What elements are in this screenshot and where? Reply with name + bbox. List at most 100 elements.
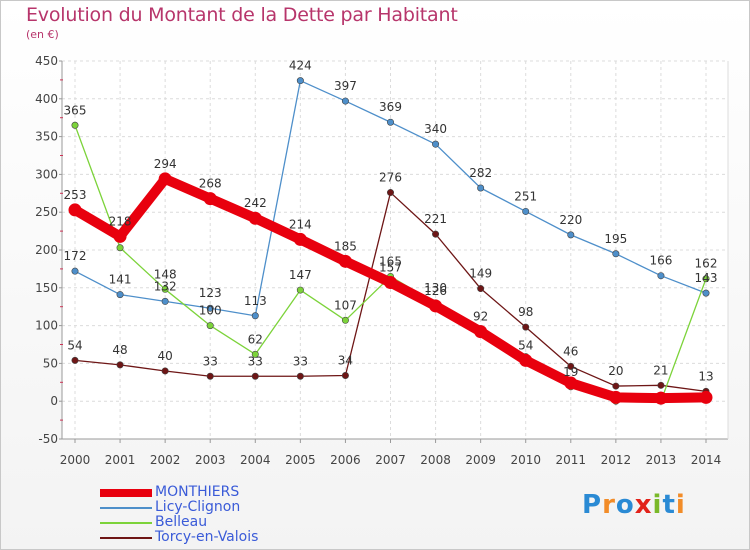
data-label: 20 (608, 364, 623, 378)
data-point (657, 272, 665, 280)
data-label: 294 (154, 157, 177, 171)
data-point (519, 353, 533, 367)
data-point (432, 230, 440, 238)
logo-letter: i (675, 490, 686, 520)
data-label: 141 (109, 273, 132, 287)
data-label: 214 (289, 217, 312, 231)
data-point (477, 285, 485, 293)
data-label: 48 (112, 343, 127, 357)
data-label: 147 (289, 268, 312, 282)
data-point (432, 140, 440, 148)
data-point (161, 367, 169, 375)
data-label: 424 (289, 59, 312, 73)
y-tick-label: 150 (35, 281, 58, 295)
data-label: 253 (64, 188, 87, 202)
y-tick-label: 400 (35, 92, 58, 106)
chart-subtitle: (en €) (26, 28, 59, 41)
x-tick-label: 2010 (510, 453, 541, 467)
data-label: 282 (469, 166, 492, 180)
data-label: 242 (244, 196, 267, 210)
data-label: 54 (67, 338, 82, 352)
data-point (522, 323, 530, 331)
x-tick-label: 2006 (330, 453, 361, 467)
data-point (203, 192, 217, 206)
data-label: 185 (334, 239, 357, 253)
data-point (206, 322, 214, 330)
data-label: 195 (604, 232, 627, 246)
data-point (296, 286, 304, 294)
data-point (612, 382, 620, 390)
data-label: 107 (334, 298, 357, 312)
data-label: 98 (518, 305, 533, 319)
data-point (206, 372, 214, 380)
y-tick-label: 100 (35, 319, 58, 333)
proxiti-logo: Proxiti (582, 490, 686, 520)
data-point (161, 297, 169, 305)
legend-swatch-monthiers (100, 489, 152, 497)
data-label: 34 (338, 353, 353, 367)
logo-letter: t (662, 490, 676, 520)
data-label: 220 (559, 213, 582, 227)
legend-swatch-torcy-en-valois (100, 537, 152, 539)
data-point (386, 189, 394, 197)
x-tick-label: 2011 (556, 453, 587, 467)
x-tick-label: 2001 (105, 453, 136, 467)
x-tick-label: 2012 (601, 453, 632, 467)
y-tick-label: 0 (50, 394, 58, 408)
legend-label-belleau: Belleau (155, 514, 208, 530)
data-point (609, 390, 623, 404)
logo-letter: i (652, 490, 663, 520)
data-point (116, 291, 124, 299)
x-tick-label: 2013 (646, 453, 677, 467)
data-label: 148 (154, 267, 177, 281)
data-label: 132 (154, 279, 177, 293)
data-point (296, 77, 304, 85)
legend-swatch-belleau (100, 522, 152, 524)
data-point (71, 267, 79, 275)
y-tick-label: 300 (35, 167, 58, 181)
data-label: 143 (695, 271, 718, 285)
legend-label-torcy-en-valois: Torcy-en-Valois (155, 529, 259, 545)
data-label: 54 (518, 338, 533, 352)
legend-label-monthiers: MONTHIERS (155, 484, 240, 500)
data-label: 149 (469, 267, 492, 281)
x-tick-label: 2002 (150, 453, 181, 467)
logo-letter: o (615, 490, 635, 520)
legend-swatch-licy-clignon (100, 507, 152, 509)
x-tick-label: 2007 (375, 453, 406, 467)
data-point (71, 121, 79, 129)
data-point (116, 244, 124, 252)
data-label: 40 (158, 349, 173, 363)
data-point (657, 381, 665, 389)
data-label: 340 (424, 122, 447, 136)
data-label: 369 (379, 100, 402, 114)
data-label: 130 (424, 281, 447, 295)
data-label: 33 (248, 354, 263, 368)
logo-letter: x (634, 490, 653, 520)
data-point (338, 254, 352, 268)
data-label: 162 (695, 257, 718, 271)
x-tick-label: 2000 (60, 453, 91, 467)
data-label: 166 (649, 254, 672, 268)
data-point (248, 211, 262, 225)
data-point (567, 231, 575, 239)
x-tick-label: 2005 (285, 453, 316, 467)
y-tick-label: 200 (35, 243, 58, 257)
data-point (702, 289, 710, 297)
chart-title: Evolution du Montant de la Dette par Hab… (26, 4, 458, 26)
data-point (113, 229, 127, 243)
data-point (341, 371, 349, 379)
data-label: 165 (379, 254, 402, 268)
data-point (161, 285, 169, 293)
y-tick-label: -50 (38, 432, 58, 446)
data-point (296, 372, 304, 380)
data-point (341, 316, 349, 324)
data-label: 221 (424, 212, 447, 226)
x-tick-label: 2003 (195, 453, 226, 467)
data-point (654, 391, 668, 405)
data-label: 123 (199, 286, 222, 300)
x-tick-label: 2009 (465, 453, 496, 467)
data-label: 33 (293, 354, 308, 368)
data-point (522, 207, 530, 215)
